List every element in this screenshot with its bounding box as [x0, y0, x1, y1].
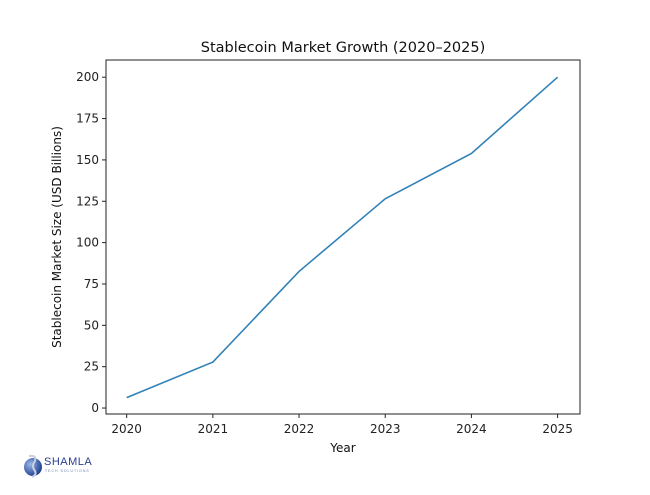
- y-tick-label: 25: [84, 360, 99, 374]
- y-tick-label: 150: [76, 153, 99, 167]
- y-tick-label: 175: [76, 112, 99, 126]
- series-line: [126, 76, 559, 399]
- shamla-logo: SHAMLA TECH SOLUTIONS: [22, 452, 132, 480]
- logo-name: SHAMLA: [44, 456, 93, 468]
- x-tick-label: 2022: [284, 422, 315, 436]
- plot-area-frame: [105, 59, 581, 415]
- globe-logo-icon: [24, 454, 42, 478]
- x-tick-label: 2021: [198, 422, 229, 436]
- y-tick-label: 75: [84, 277, 99, 291]
- y-axis-label: Stablecoin Market Size (USD Billions): [50, 126, 64, 348]
- x-tick-label: 2020: [111, 422, 142, 436]
- y-tick-label: 50: [84, 318, 99, 332]
- x-axis-label: Year: [329, 441, 355, 455]
- x-tick-label: 2025: [542, 422, 573, 436]
- x-tick-label: 2024: [456, 422, 487, 436]
- y-tick-label: 125: [76, 194, 99, 208]
- logo-tagline: TECH SOLUTIONS: [45, 469, 90, 473]
- y-tick-label: 100: [76, 236, 99, 250]
- chart-title: Stablecoin Market Growth (2020–2025): [201, 40, 486, 56]
- x-tick-label: 2023: [370, 422, 401, 436]
- y-tick-label: 0: [91, 401, 99, 415]
- y-tick-label: 200: [76, 70, 99, 84]
